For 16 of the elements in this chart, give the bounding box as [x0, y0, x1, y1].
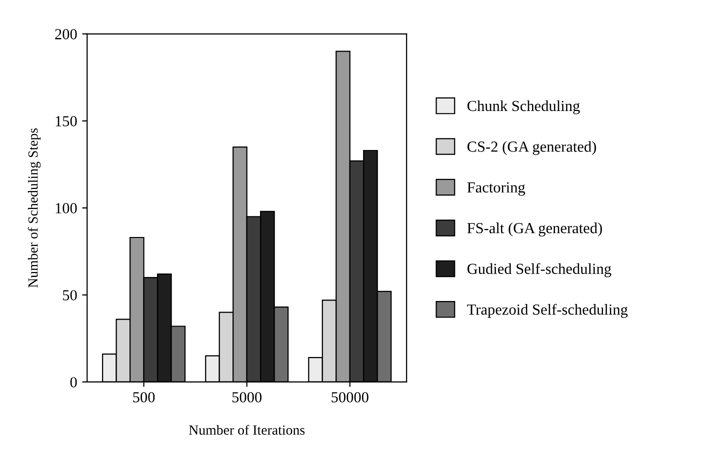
- legend-label: Trapezoid Self-scheduling: [467, 304, 628, 318]
- y-axis-title: Number of Scheduling Steps: [28, 128, 41, 288]
- y-tick-label: 50: [63, 290, 77, 300]
- legend-label: Factoring: [467, 182, 526, 196]
- y-tick-label: 0: [70, 377, 77, 388]
- legend-label: Chunk Scheduling: [467, 100, 580, 114]
- y-tick-label: 200: [55, 29, 77, 40]
- legend-label: Gudied Self-scheduling: [467, 263, 612, 278]
- legend-label: CS-2 (GA generated): [467, 141, 596, 155]
- x-tick-label: 500: [133, 392, 155, 402]
- y-tick-label: 100: [56, 203, 77, 214]
- legend-label: FS-alt (GA generated): [467, 222, 602, 236]
- y-tick-label: 150: [56, 116, 77, 126]
- x-axis-title: Number of Iterations: [189, 424, 305, 435]
- x-tick-label: 5000: [232, 392, 262, 402]
- x-tick-label: 50000: [332, 392, 368, 402]
